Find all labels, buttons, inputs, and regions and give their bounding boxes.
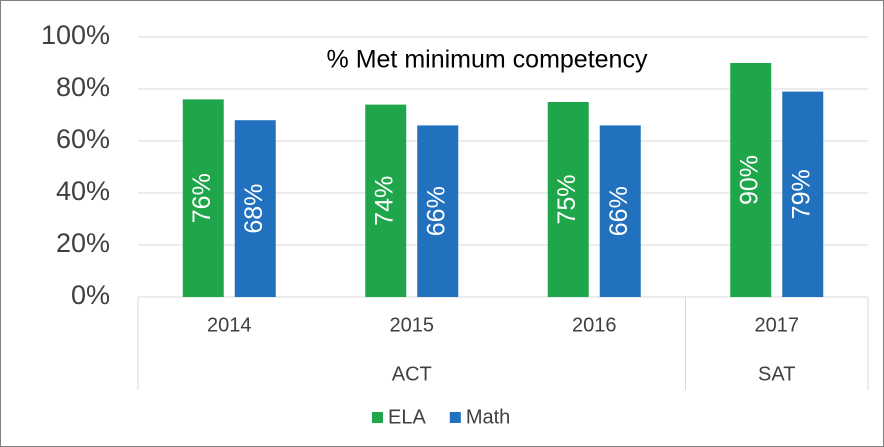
- group-label: SAT: [758, 363, 795, 385]
- bar: [234, 120, 276, 297]
- data-label: 76%: [188, 173, 216, 223]
- bar: [182, 99, 224, 298]
- bar: [782, 91, 824, 297]
- legend-label: ELA: [388, 406, 426, 428]
- data-label: 75%: [553, 174, 581, 224]
- legend-swatch: [372, 412, 383, 423]
- y-tick-label: 40%: [56, 176, 110, 206]
- bar: [547, 102, 589, 297]
- x-tick-label: 2017: [755, 314, 800, 336]
- bar: [599, 125, 641, 298]
- data-label: 90%: [735, 155, 763, 205]
- y-tick-label: 0%: [71, 280, 110, 310]
- bar: [730, 63, 772, 297]
- bar: [365, 104, 407, 297]
- x-tick-label: 2016: [572, 314, 617, 336]
- data-label: 68%: [240, 184, 268, 234]
- x-tick-label: 2014: [207, 314, 252, 336]
- legend-label: Math: [466, 406, 510, 428]
- legend-swatch: [449, 412, 461, 423]
- y-tick-label: 20%: [56, 228, 110, 258]
- chart-title: % Met minimum competency: [327, 46, 648, 74]
- data-label: 74%: [370, 176, 398, 226]
- data-label: 79%: [787, 169, 815, 219]
- y-tick-label: 80%: [56, 72, 110, 102]
- bar: [417, 125, 459, 298]
- y-tick-label: 60%: [56, 124, 110, 154]
- x-tick-label: 2015: [390, 314, 435, 336]
- data-label: 66%: [605, 186, 633, 236]
- y-tick-label: 100%: [41, 20, 110, 50]
- data-label: 66%: [422, 186, 450, 236]
- group-label: ACT: [392, 363, 432, 385]
